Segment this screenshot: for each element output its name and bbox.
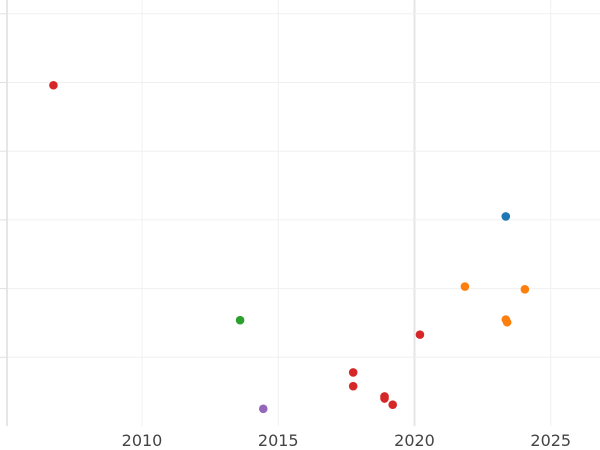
data-points: [49, 80, 530, 414]
data-point: [348, 381, 358, 391]
data-point: [502, 317, 512, 327]
data-point: [460, 282, 470, 291]
data-point: [348, 368, 358, 377]
data-point: [380, 394, 389, 403]
data-point: [501, 212, 511, 221]
x-tick-label: 2020: [394, 431, 435, 450]
data-point: [235, 315, 245, 325]
tick-labels: 2010 2015 2020 2025: [122, 431, 571, 450]
axes: [0, 0, 8, 426]
data-point: [49, 80, 58, 90]
x-tick-label: 2010: [122, 431, 163, 450]
grid: [7, 0, 600, 426]
x-tick-label: 2025: [530, 431, 571, 450]
data-point: [388, 400, 398, 410]
x-tick-label: 2015: [258, 431, 299, 450]
data-point: [415, 330, 425, 339]
data-point: [258, 404, 268, 414]
data-point: [520, 284, 530, 294]
